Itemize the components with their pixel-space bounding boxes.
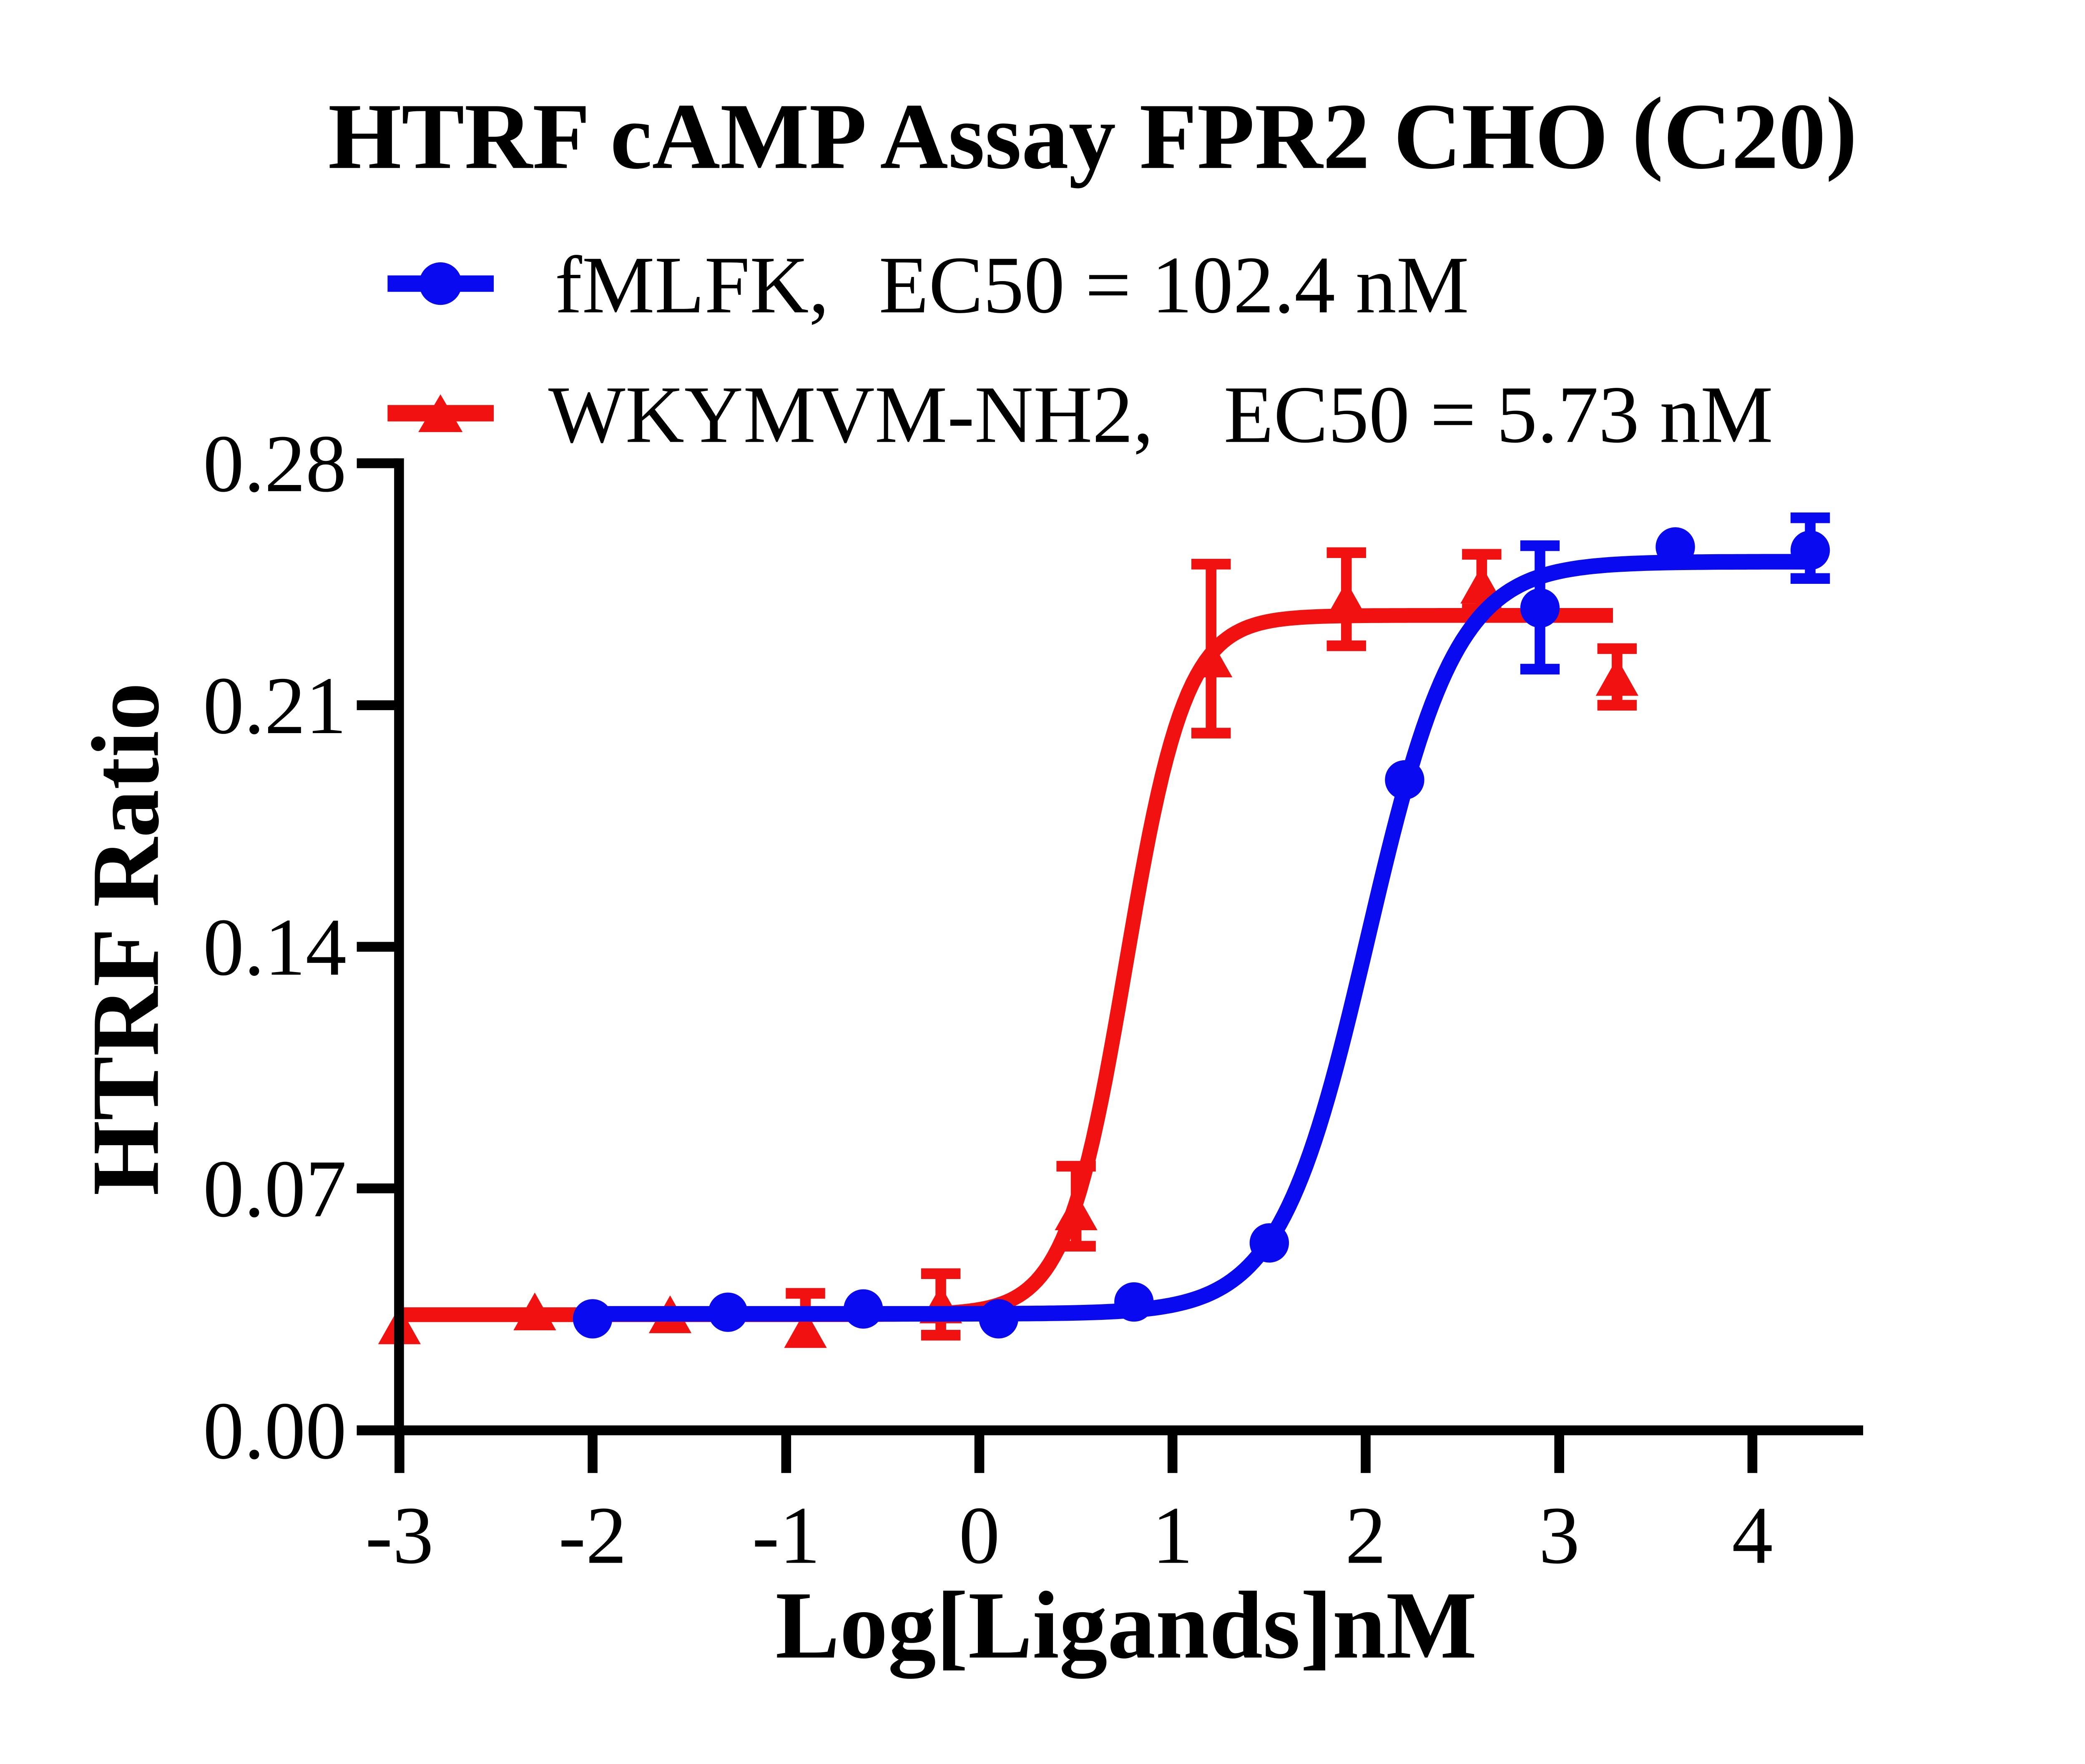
svg-text:WKYMVM-NH2,: WKYMVM-NH2, bbox=[548, 370, 1153, 460]
svg-text:1: 1 bbox=[1152, 1490, 1193, 1581]
svg-text:Log[Ligands]nM: Log[Ligands]nM bbox=[775, 1572, 1477, 1679]
svg-text:4: 4 bbox=[1732, 1490, 1773, 1581]
svg-text:fMLFK,: fMLFK, bbox=[555, 240, 829, 330]
svg-text:0.14: 0.14 bbox=[203, 902, 347, 993]
svg-text:-3: -3 bbox=[365, 1490, 434, 1581]
svg-text:0.07: 0.07 bbox=[203, 1143, 347, 1234]
svg-text:2: 2 bbox=[1345, 1490, 1386, 1581]
svg-text:-1: -1 bbox=[752, 1490, 820, 1581]
svg-text:EC50 = 5.73 nM: EC50 = 5.73 nM bbox=[1224, 370, 1773, 460]
svg-text:EC50 = 102.4 nM: EC50 = 102.4 nM bbox=[879, 240, 1469, 330]
svg-text:HTRF Ratio: HTRF Ratio bbox=[72, 683, 179, 1196]
svg-text:0.28: 0.28 bbox=[203, 418, 347, 509]
svg-text:3: 3 bbox=[1539, 1490, 1580, 1581]
svg-text:HTRF cAMP Assay FPR2 CHO (C20): HTRF cAMP Assay FPR2 CHO (C20) bbox=[328, 78, 1857, 188]
svg-text:-2: -2 bbox=[558, 1490, 627, 1581]
svg-text:0: 0 bbox=[959, 1490, 1000, 1581]
svg-text:0.00: 0.00 bbox=[203, 1385, 347, 1476]
svg-text:0.21: 0.21 bbox=[203, 660, 347, 751]
